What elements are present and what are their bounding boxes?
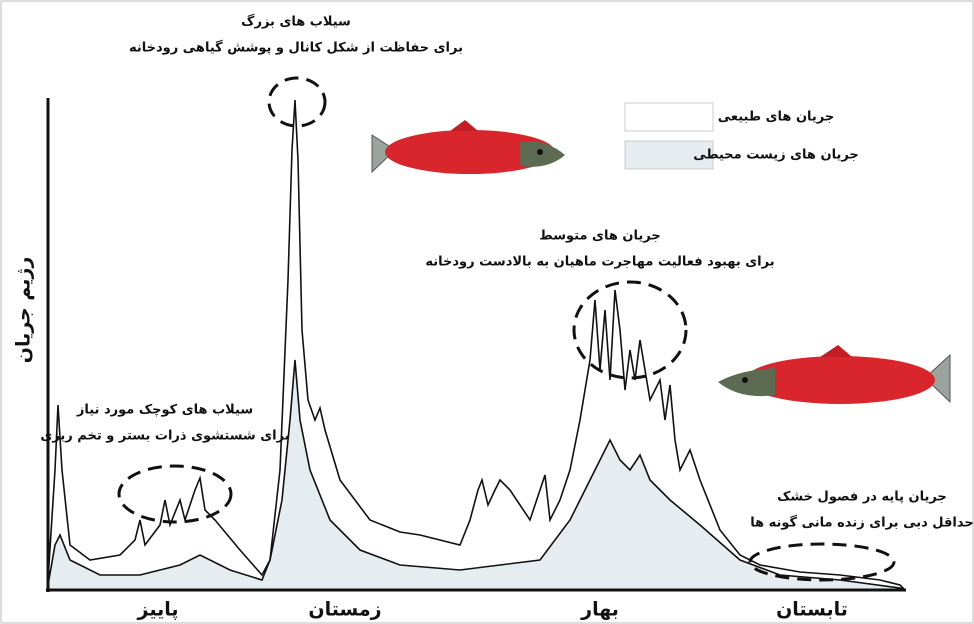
season-label: تابستان (776, 599, 848, 621)
season-label: پاییز (137, 599, 179, 621)
annotation-text: برای بهبود فعالیت مهاجرت ماهیان به بالاد… (425, 255, 774, 270)
annotation-title: جریان پایه در فصول خشک (777, 490, 947, 505)
season-label: زمستان (308, 599, 381, 621)
annotation-text: حداقل دبی برای زنده مانی گونه ها (750, 515, 974, 531)
legend-label: جریان های طبیعی (718, 110, 835, 125)
annotation-text: برای حفاظت از شکل کانال و پوشش گیاهی رود… (129, 40, 463, 56)
legend-label: جریان های زیست محیطی (693, 148, 859, 163)
annotation-title: سیلاب های کوچک مورد نیاز (76, 403, 253, 418)
legend-swatch-natural (625, 103, 713, 131)
diagram: جریان های طبیعی جریان های زیست محیطی سیل… (0, 0, 974, 624)
season-label: بهار (580, 599, 619, 621)
y-axis-label: رژیم جریان (13, 257, 35, 364)
annotation-text: برای شستشوی ذرات بستر و تخم ریزی (40, 429, 289, 444)
annotation-title: جریان های متوسط (539, 229, 660, 244)
annotation-title: سیلاب های بزرگ (241, 13, 351, 30)
